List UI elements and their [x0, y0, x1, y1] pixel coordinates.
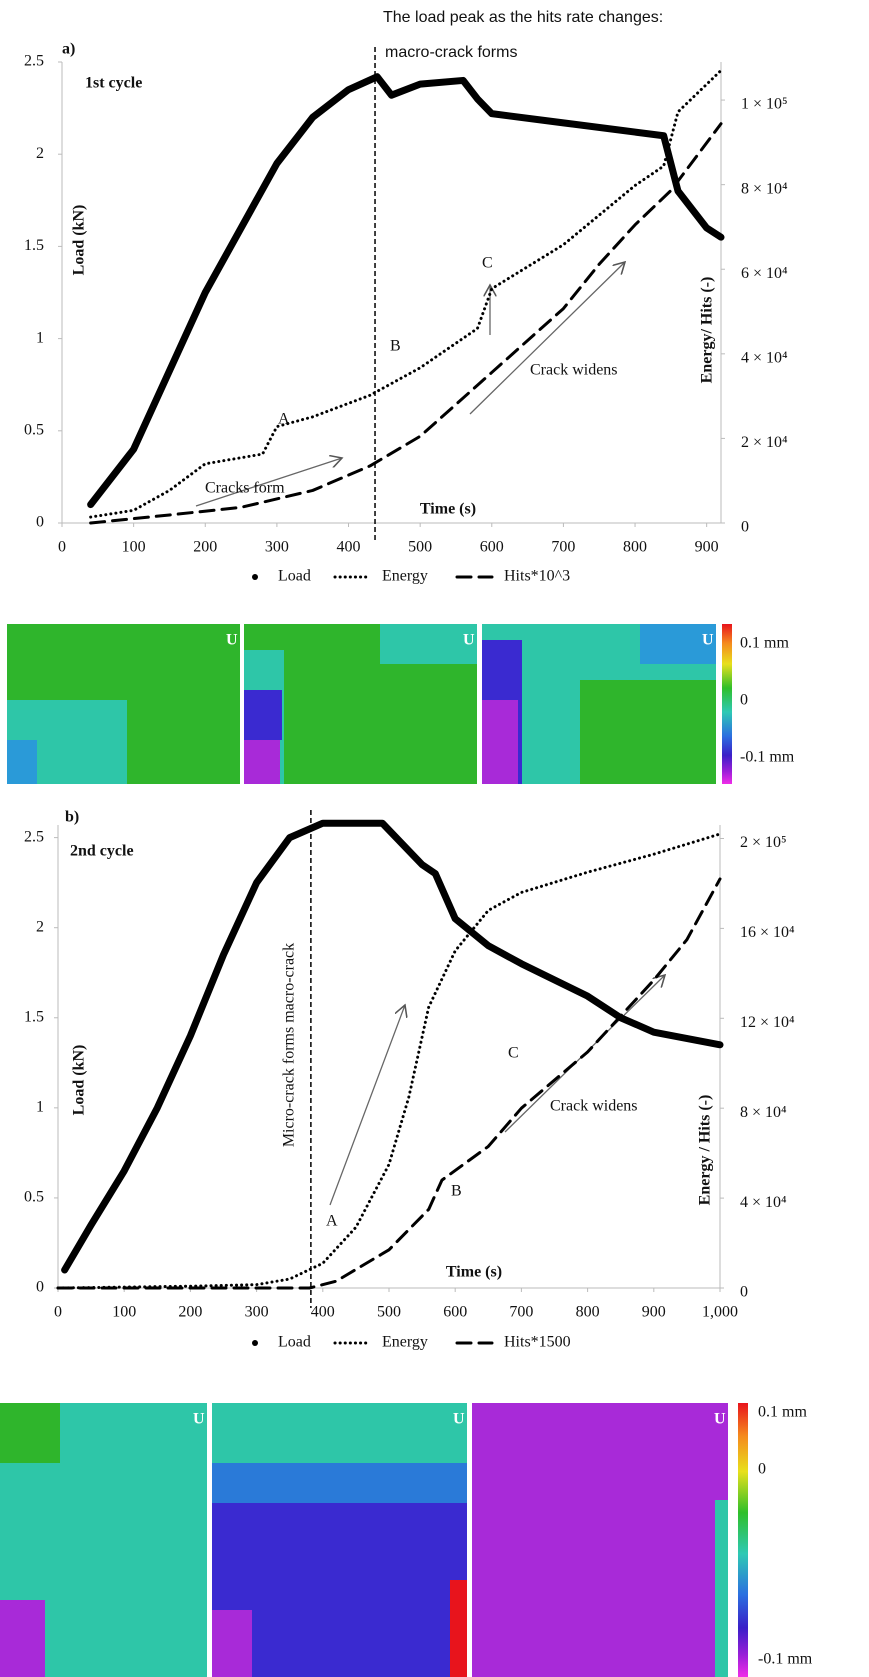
y-axis-title: Load (kN): [71, 205, 88, 276]
x-tick-label: 600: [443, 1304, 467, 1321]
y2-tick-label: 4 × 10⁴: [741, 349, 788, 366]
series-line: [56, 832, 722, 1290]
x-axis-title: Time (s): [420, 501, 476, 518]
x-tick-label: 900: [695, 539, 719, 556]
caption: The load peak as the hits rate changes:: [383, 9, 663, 26]
panel-label: b): [65, 809, 79, 826]
annotation: Crack widens: [530, 362, 618, 379]
y-tick-label: 2: [36, 918, 44, 935]
x-tick-label: 200: [193, 539, 217, 556]
x-tick-label: 700: [509, 1304, 533, 1321]
legend-label: Energy: [382, 1334, 428, 1351]
y-tick-label: 1: [36, 329, 44, 346]
y2-tick-label: 0: [741, 519, 749, 536]
annotation: macro-crack forms: [385, 44, 517, 61]
x-tick-label: 900: [642, 1304, 666, 1321]
x-tick-label: 200: [178, 1304, 202, 1321]
x-tick-label: 100: [112, 1304, 136, 1321]
y-tick-label: 0: [36, 1279, 44, 1296]
legend-label: Energy: [382, 568, 428, 585]
y-tick-label: 1: [36, 1099, 44, 1116]
y-tick-label: 2: [36, 145, 44, 162]
y2-tick-label: 12 × 10⁴: [740, 1014, 795, 1031]
y2-tick-label: 2 × 10⁵: [740, 834, 787, 851]
map-label: U: [226, 632, 238, 649]
colorbar-label: 0: [758, 1461, 766, 1478]
colorbar-label: 0.1 mm: [758, 1404, 807, 1421]
annotation: Micro-crack forms macro-crack: [281, 943, 298, 1147]
x-tick-label: 500: [408, 539, 432, 556]
y-axis-title: Load (kN): [71, 1045, 88, 1116]
x-tick-label: 800: [576, 1304, 600, 1321]
y2-tick-label: 2 × 10⁴: [741, 434, 788, 451]
legend-label: Hits*10^3: [504, 568, 570, 585]
x-tick-label: 0: [54, 1304, 62, 1321]
legend-symbol: [252, 574, 258, 580]
series-line: [89, 122, 723, 525]
colorbar-label: -0.1 mm: [740, 749, 795, 766]
annotation: B: [390, 338, 401, 355]
x-tick-label: 1,000: [702, 1304, 738, 1321]
x-tick-label: 700: [551, 539, 575, 556]
y-tick-label: 0.5: [24, 421, 44, 438]
y2-tick-label: 6 × 10⁴: [741, 265, 788, 282]
series-line: [87, 73, 725, 509]
map-label: U: [193, 1411, 205, 1428]
series-line: [89, 68, 723, 519]
y2-axis-title: Energy/ Hits (-): [699, 277, 716, 384]
series-line: [56, 877, 722, 1290]
y2-tick-label: 8 × 10⁴: [740, 1104, 787, 1121]
panel-label: a): [62, 41, 75, 58]
chart-title: 2nd cycle: [70, 843, 134, 860]
legend-label: Load: [278, 568, 311, 585]
y-tick-label: 1.5: [24, 1008, 44, 1025]
annotation: B: [451, 1183, 462, 1200]
x-tick-label: 400: [337, 539, 361, 556]
x-tick-label: 300: [245, 1304, 269, 1321]
map-label: U: [463, 632, 475, 649]
colorbar-label: 0.1 mm: [740, 635, 789, 652]
y2-tick-label: 4 × 10⁴: [740, 1194, 787, 1211]
y-tick-label: 0: [36, 514, 44, 531]
series-line: [61, 819, 724, 1274]
annotation: C: [482, 255, 493, 272]
map-label: U: [702, 632, 714, 649]
y2-tick-label: 1 × 10⁵: [741, 96, 788, 113]
annotation: Cracks form: [205, 480, 285, 497]
y-tick-label: 1.5: [24, 237, 44, 254]
map-label: U: [714, 1411, 726, 1428]
legend-symbol: [252, 1340, 258, 1346]
y-tick-label: 2.5: [24, 828, 44, 845]
x-tick-label: 300: [265, 539, 289, 556]
annotation: Crack widens: [550, 1098, 638, 1115]
y2-tick-label: 0: [740, 1284, 748, 1301]
x-tick-label: 500: [377, 1304, 401, 1321]
annotation: C: [508, 1045, 519, 1062]
strain-maps-1: [7, 624, 732, 784]
annotation: A: [326, 1213, 338, 1230]
legend-label: Load: [278, 1334, 311, 1351]
chart-title: 1st cycle: [85, 75, 142, 92]
y2-axis-title: Energy / Hits (-): [697, 1095, 714, 1206]
y-tick-label: 2.5: [24, 53, 44, 70]
map-label: U: [453, 1411, 465, 1428]
colorbar-label: -0.1 mm: [758, 1651, 813, 1668]
x-tick-label: 400: [311, 1304, 335, 1321]
x-axis-title: Time (s): [446, 1264, 502, 1281]
x-tick-label: 0: [58, 539, 66, 556]
legend-label: Hits*1500: [504, 1334, 571, 1351]
x-tick-label: 100: [122, 539, 146, 556]
y-tick-label: 0.5: [24, 1189, 44, 1206]
y2-tick-label: 16 × 10⁴: [740, 924, 795, 941]
x-tick-label: 600: [480, 539, 504, 556]
strain-maps-2: [0, 1403, 748, 1677]
colorbar-label: 0: [740, 692, 748, 709]
y2-tick-label: 8 × 10⁴: [741, 180, 788, 197]
x-tick-label: 800: [623, 539, 647, 556]
